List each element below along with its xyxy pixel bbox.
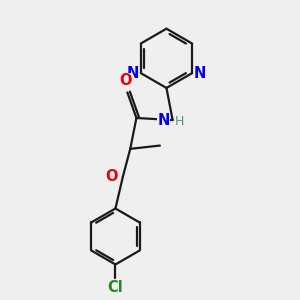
Text: O: O — [105, 169, 118, 184]
Text: N: N — [194, 66, 206, 81]
Text: Cl: Cl — [108, 280, 123, 295]
Text: N: N — [127, 66, 139, 81]
Text: H: H — [174, 115, 184, 128]
Text: O: O — [119, 74, 132, 88]
Text: N: N — [158, 112, 170, 128]
